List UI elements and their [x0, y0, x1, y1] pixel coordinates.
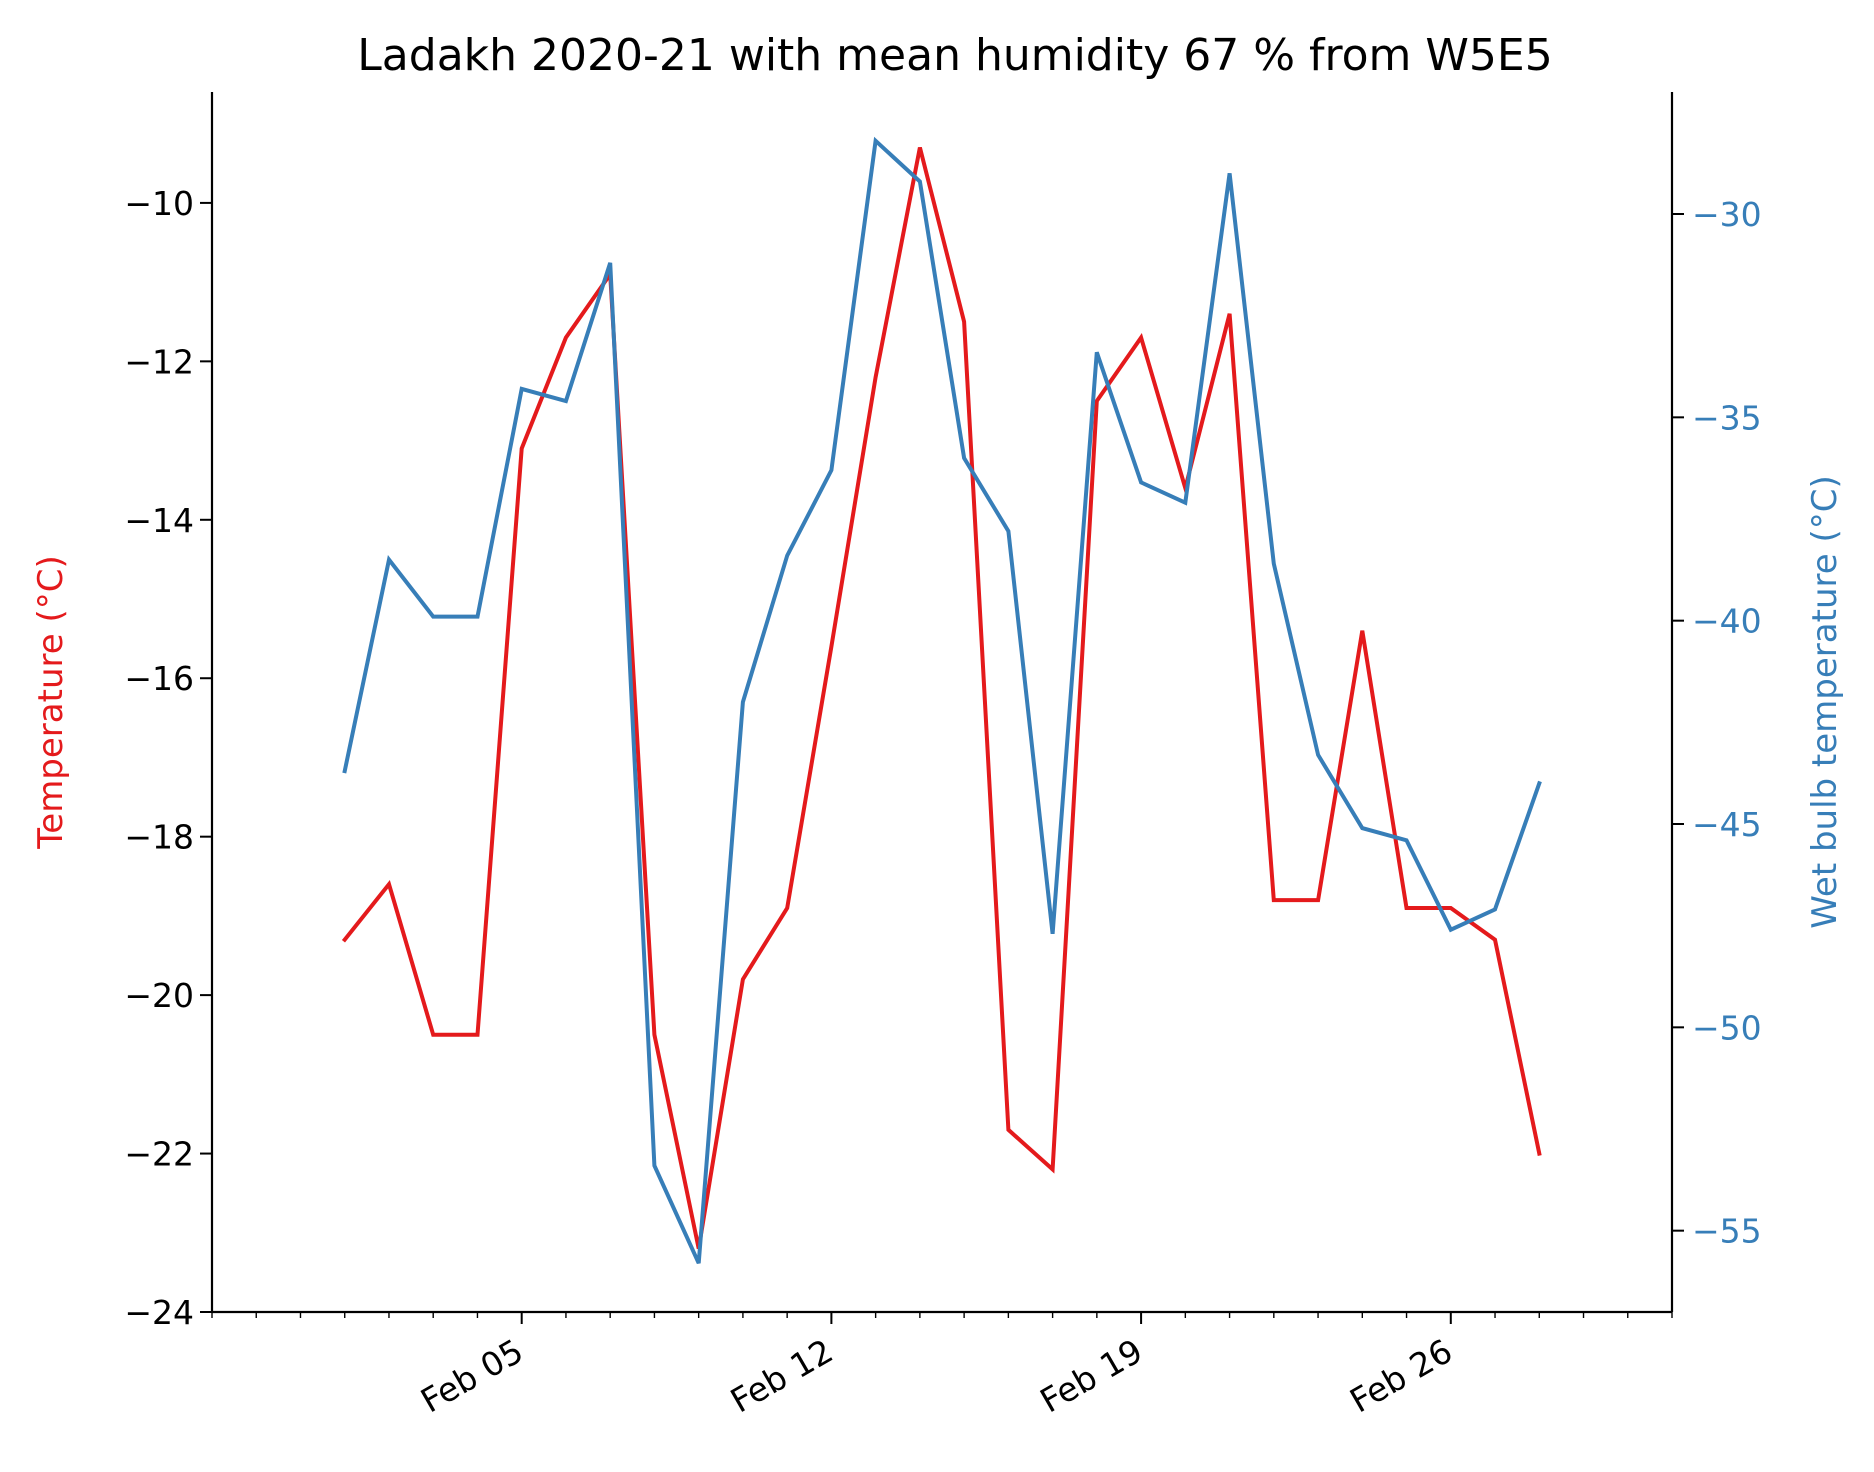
right-y-tick-label: −35	[1692, 398, 1762, 437]
plot-area: Feb 05 Feb 12 Feb 19 Feb 26 −24 −22 −20 −18 −16 −…	[124, 92, 1762, 1420]
right-y-tick-label: −55	[1692, 1212, 1762, 1251]
chart-title: Ladakh 2020-21 with mean humidity 67 % f…	[357, 30, 1552, 81]
left-axis-label: Temperature (°C)	[31, 555, 71, 849]
left-y-tick-label: −16	[124, 659, 194, 698]
x-tick-label: Feb 12	[724, 1331, 840, 1420]
right-y-tick-label: −45	[1692, 805, 1762, 844]
right-axis-label: Wet bulb temperature (°C)	[1805, 475, 1845, 928]
x-tick-label: Feb 05	[414, 1331, 530, 1420]
left-y-tick-label: −14	[124, 501, 194, 540]
left-y-tick-label: −22	[124, 1135, 194, 1174]
left-y-tick-label: −24	[124, 1293, 194, 1332]
x-tick-label: Feb 19	[1034, 1331, 1150, 1420]
left-y-tick-label: −18	[124, 818, 194, 857]
wet-bulb-temperature-line	[342, 136, 1542, 1265]
x-tick-label: Feb 26	[1343, 1331, 1459, 1420]
left-y-tick-label: −10	[124, 184, 194, 223]
right-y-tick-label: −50	[1692, 1008, 1762, 1047]
left-y-tick-label: −20	[124, 976, 194, 1015]
left-y-tick-label: −12	[124, 342, 194, 381]
right-y-tick-label: −30	[1692, 195, 1762, 234]
right-y-tick-label: −40	[1692, 602, 1762, 641]
